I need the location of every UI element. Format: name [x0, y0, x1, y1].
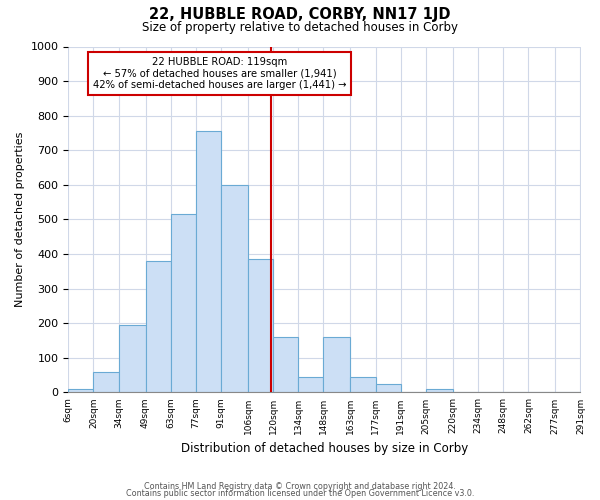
Bar — [273, 337, 298, 392]
Text: 22 HUBBLE ROAD: 119sqm
← 57% of detached houses are smaller (1,941)
42% of semi-: 22 HUBBLE ROAD: 119sqm ← 57% of detached… — [92, 57, 346, 90]
Bar — [94, 372, 119, 392]
Bar — [323, 337, 350, 392]
Text: Contains public sector information licensed under the Open Government Licence v3: Contains public sector information licen… — [126, 490, 474, 498]
Bar — [171, 214, 196, 392]
Bar — [426, 389, 453, 392]
Bar — [196, 132, 221, 392]
Bar — [248, 259, 273, 392]
Bar — [376, 384, 401, 392]
Bar — [119, 325, 146, 392]
Y-axis label: Number of detached properties: Number of detached properties — [15, 132, 25, 307]
Bar — [68, 389, 94, 392]
Bar — [221, 185, 248, 392]
Text: Size of property relative to detached houses in Corby: Size of property relative to detached ho… — [142, 21, 458, 34]
X-axis label: Distribution of detached houses by size in Corby: Distribution of detached houses by size … — [181, 442, 468, 455]
Bar — [298, 377, 323, 392]
Text: 22, HUBBLE ROAD, CORBY, NN17 1JD: 22, HUBBLE ROAD, CORBY, NN17 1JD — [149, 8, 451, 22]
Bar — [350, 377, 376, 392]
Bar — [146, 261, 171, 392]
Text: Contains HM Land Registry data © Crown copyright and database right 2024.: Contains HM Land Registry data © Crown c… — [144, 482, 456, 491]
